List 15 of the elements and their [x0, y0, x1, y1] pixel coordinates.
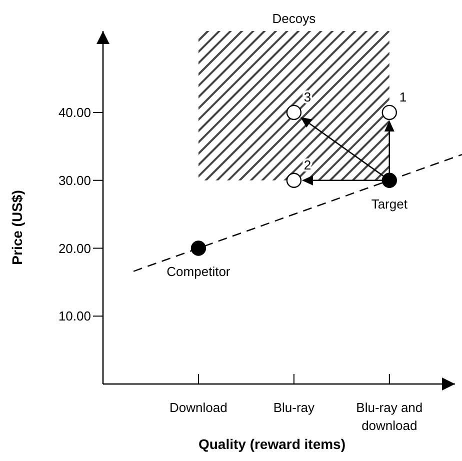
annotation: Competitor: [166, 264, 231, 280]
annotation: 1: [399, 89, 407, 104]
annotation: Target: [371, 196, 408, 212]
y-axis-title: Price (US$): [9, 190, 25, 265]
annotation: 2: [304, 157, 312, 172]
y-tick-label: 30.00: [58, 172, 91, 188]
annotation: 3: [304, 89, 312, 104]
band-label: Decoys: [272, 11, 316, 26]
x-tick-label: Blu-ray: [273, 400, 316, 415]
y-tick-label: 40.00: [58, 105, 91, 120]
x-axis-title: Quality (reward items): [198, 436, 346, 452]
y-tick-label: 20.00: [58, 240, 91, 256]
y-tick-label: 10.00: [58, 308, 91, 324]
x-tick-label: Download: [170, 400, 228, 415]
x-tick-label: Blu-ray and download: [356, 400, 423, 433]
